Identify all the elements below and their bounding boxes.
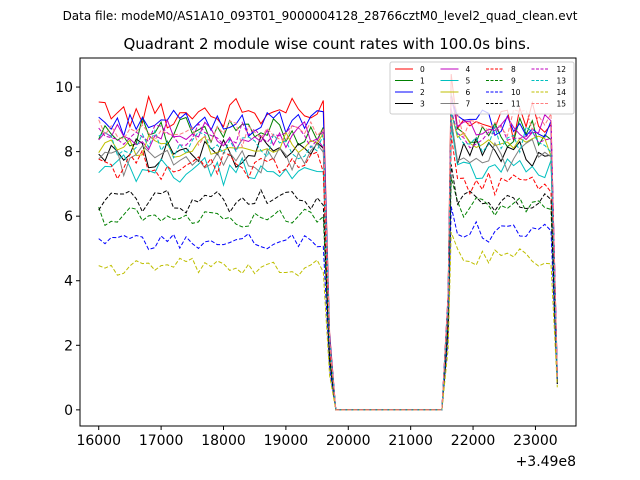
legend-label-3: 3 xyxy=(420,100,425,109)
x-axis: 16000 17000 18000 19000 20000 21000 22000 23000 xyxy=(76,426,558,449)
series-line-8 xyxy=(98,135,558,411)
legend-label-4: 4 xyxy=(466,65,471,74)
series-line-7 xyxy=(98,119,558,411)
legend-label-7: 7 xyxy=(466,100,471,109)
y-tick-label: 4 xyxy=(64,274,73,290)
series-line-5 xyxy=(98,125,558,411)
legend-label-13: 13 xyxy=(557,77,567,86)
x-tick-label: 22000 xyxy=(451,433,496,449)
y-tick-label: 8 xyxy=(64,145,73,161)
legend-label-9: 9 xyxy=(511,77,516,86)
y-tick-label: 10 xyxy=(55,80,73,96)
legend-label-10: 10 xyxy=(511,88,521,97)
series-line-11 xyxy=(98,164,558,411)
legend-label-12: 12 xyxy=(557,65,567,74)
series-line-14 xyxy=(98,232,558,411)
x-offset-label: +3.49e8 xyxy=(516,454,576,470)
series-line-15 xyxy=(98,93,558,411)
x-tick-label: 18000 xyxy=(201,433,246,449)
series-line-10 xyxy=(98,206,558,411)
legend-label-11: 11 xyxy=(511,100,521,109)
x-tick-label: 17000 xyxy=(139,433,184,449)
x-tick-label: 23000 xyxy=(513,433,558,449)
chart-title: Quadrant 2 module wise count rates with … xyxy=(123,35,530,53)
series-line-13 xyxy=(98,112,558,411)
x-tick-label: 16000 xyxy=(76,433,121,449)
plot-frame xyxy=(79,57,577,427)
x-tick-label: 19000 xyxy=(264,433,309,449)
legend-label-5: 5 xyxy=(466,77,471,86)
legend-box xyxy=(389,61,575,115)
y-axis: 0 2 4 6 8 10 xyxy=(55,80,80,419)
y-tick-label: 0 xyxy=(64,403,73,419)
legend-label-15: 15 xyxy=(557,100,567,109)
series-line-0 xyxy=(98,74,558,411)
legend-label-0: 0 xyxy=(420,65,425,74)
series-line-4 xyxy=(98,96,558,411)
series-line-9 xyxy=(98,177,558,411)
series-layer xyxy=(98,74,558,411)
legend-label-6: 6 xyxy=(466,88,471,97)
legend-label-2: 2 xyxy=(420,88,425,97)
series-line-12 xyxy=(98,109,558,411)
x-tick-label: 21000 xyxy=(388,433,433,449)
legend-label-1: 1 xyxy=(420,77,425,86)
series-line-2 xyxy=(98,99,558,411)
x-tick-label: 20000 xyxy=(326,433,371,449)
legend-label-8: 8 xyxy=(511,65,516,74)
y-tick-label: 2 xyxy=(64,338,73,354)
y-tick-label: 6 xyxy=(64,209,73,225)
data-file-label: Data file: modeM0/AS1A10_093T01_90000041… xyxy=(63,9,578,23)
legend-label-14: 14 xyxy=(557,88,567,97)
